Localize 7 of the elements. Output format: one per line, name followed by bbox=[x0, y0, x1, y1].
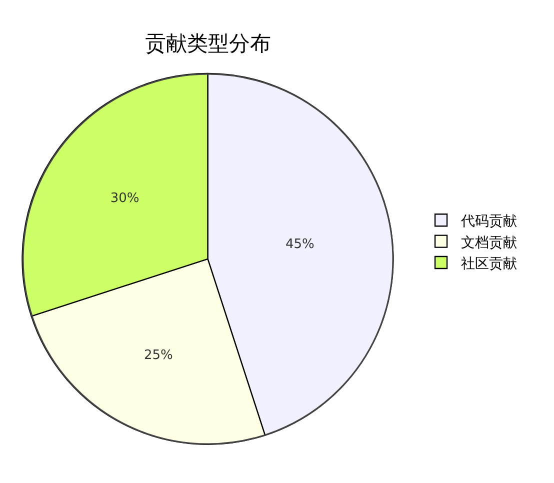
data-label: 30% bbox=[110, 191, 140, 206]
data-label: 45% bbox=[285, 236, 314, 252]
chart-title: 贡献类型分布 bbox=[144, 32, 271, 56]
legend-label: 文档贡献 bbox=[461, 234, 518, 251]
legend-label: 代码贡献 bbox=[460, 214, 518, 230]
legend-label: 社区贡献 bbox=[461, 256, 518, 272]
data-label: 25% bbox=[144, 348, 173, 364]
